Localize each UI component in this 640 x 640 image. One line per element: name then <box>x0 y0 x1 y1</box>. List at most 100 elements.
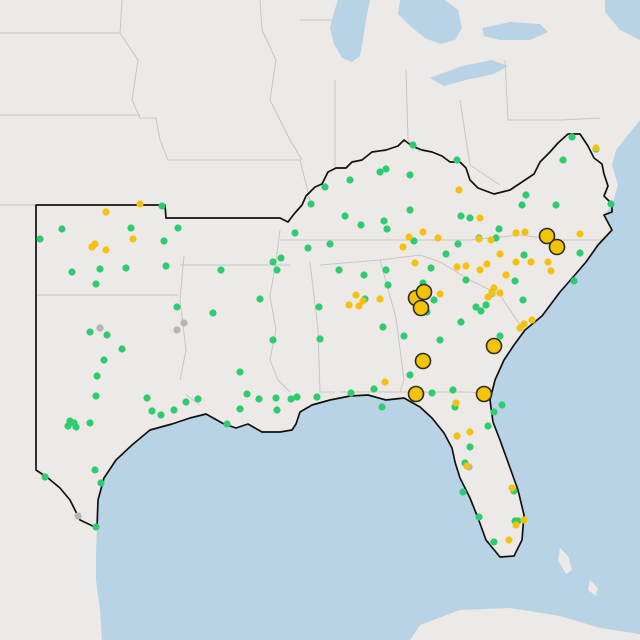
green-site-marker[interactable] <box>409 141 417 149</box>
green-site-marker[interactable] <box>335 266 343 274</box>
yellow-site-marker[interactable] <box>352 291 360 299</box>
yellow-site-marker[interactable] <box>463 462 471 470</box>
green-site-marker[interactable] <box>472 303 480 311</box>
yellow-site-marker[interactable] <box>521 228 529 236</box>
green-site-marker[interactable] <box>360 271 368 279</box>
green-site-marker[interactable] <box>273 406 281 414</box>
green-site-marker[interactable] <box>454 240 462 248</box>
green-site-marker[interactable] <box>552 201 560 209</box>
gray-site-marker[interactable] <box>173 326 181 334</box>
green-site-marker[interactable] <box>406 206 414 214</box>
green-site-marker[interactable] <box>449 386 457 394</box>
green-site-marker[interactable] <box>466 443 474 451</box>
yellow-site-marker[interactable] <box>576 230 584 238</box>
green-site-marker[interactable] <box>72 423 80 431</box>
green-site-marker[interactable] <box>272 394 280 402</box>
yellow-site-marker[interactable] <box>475 235 483 243</box>
green-site-marker[interactable] <box>462 276 470 284</box>
green-site-marker[interactable] <box>519 296 527 304</box>
green-site-marker[interactable] <box>255 395 263 403</box>
green-site-marker[interactable] <box>194 395 202 403</box>
green-site-marker[interactable] <box>158 202 166 210</box>
yellow-site-marker[interactable] <box>476 214 484 222</box>
green-site-marker[interactable] <box>428 389 436 397</box>
large-yellow-site-marker[interactable] <box>538 227 556 245</box>
green-site-marker[interactable] <box>91 466 99 474</box>
green-site-marker[interactable] <box>378 403 386 411</box>
green-site-marker[interactable] <box>256 295 264 303</box>
yellow-site-marker[interactable] <box>508 484 516 492</box>
yellow-site-marker[interactable] <box>528 316 536 324</box>
green-site-marker[interactable] <box>347 389 355 397</box>
yellow-site-marker[interactable] <box>484 293 492 301</box>
yellow-site-marker[interactable] <box>405 233 413 241</box>
green-site-marker[interactable] <box>410 237 418 245</box>
yellow-site-marker[interactable] <box>496 250 504 258</box>
yellow-site-marker[interactable] <box>436 290 444 298</box>
green-site-marker[interactable] <box>382 165 390 173</box>
yellow-site-marker[interactable] <box>512 521 520 529</box>
yellow-site-marker[interactable] <box>453 432 461 440</box>
green-site-marker[interactable] <box>518 201 526 209</box>
yellow-site-marker[interactable] <box>434 234 442 242</box>
green-site-marker[interactable] <box>430 296 438 304</box>
yellow-site-marker[interactable] <box>399 243 407 251</box>
yellow-site-marker[interactable] <box>544 258 552 266</box>
green-site-marker[interactable] <box>495 225 503 233</box>
green-site-marker[interactable] <box>68 268 76 276</box>
green-site-marker[interactable] <box>304 244 312 252</box>
green-site-marker[interactable] <box>382 266 390 274</box>
green-site-marker[interactable] <box>313 393 321 401</box>
gray-site-marker[interactable] <box>180 319 188 327</box>
green-site-marker[interactable] <box>316 335 324 343</box>
gray-site-marker[interactable] <box>74 512 82 520</box>
green-site-marker[interactable] <box>127 224 135 232</box>
yellow-site-marker[interactable] <box>520 516 528 524</box>
green-site-marker[interactable] <box>326 240 334 248</box>
yellow-site-marker[interactable] <box>487 236 495 244</box>
yellow-site-marker[interactable] <box>512 258 520 266</box>
green-site-marker[interactable] <box>576 249 584 257</box>
green-site-marker[interactable] <box>93 372 101 380</box>
green-site-marker[interactable] <box>41 473 49 481</box>
green-site-marker[interactable] <box>380 217 388 225</box>
green-site-marker[interactable] <box>384 281 392 289</box>
yellow-site-marker[interactable] <box>455 186 463 194</box>
green-site-marker[interactable] <box>477 307 485 315</box>
green-site-marker[interactable] <box>122 264 130 272</box>
green-site-marker[interactable] <box>490 408 498 416</box>
green-site-marker[interactable] <box>209 309 217 317</box>
green-site-marker[interactable] <box>496 332 504 340</box>
green-site-marker[interactable] <box>383 225 391 233</box>
yellow-site-marker[interactable] <box>91 240 99 248</box>
yellow-site-marker[interactable] <box>505 536 513 544</box>
green-site-marker[interactable] <box>223 420 231 428</box>
green-site-marker[interactable] <box>442 250 450 258</box>
green-site-marker[interactable] <box>92 523 100 531</box>
green-site-marker[interactable] <box>291 229 299 237</box>
green-site-marker[interactable] <box>92 280 100 288</box>
green-site-marker[interactable] <box>559 156 567 164</box>
green-site-marker[interactable] <box>148 407 156 415</box>
green-site-marker[interactable] <box>96 265 104 273</box>
green-site-marker[interactable] <box>376 168 384 176</box>
green-site-marker[interactable] <box>341 212 349 220</box>
green-site-marker[interactable] <box>379 323 387 331</box>
yellow-site-marker[interactable] <box>359 297 367 305</box>
yellow-site-marker[interactable] <box>496 289 504 297</box>
green-site-marker[interactable] <box>86 419 94 427</box>
green-site-marker[interactable] <box>236 368 244 376</box>
yellow-site-marker[interactable] <box>547 267 555 275</box>
green-site-marker[interactable] <box>466 214 474 222</box>
gray-site-marker[interactable] <box>96 324 104 332</box>
green-site-marker[interactable] <box>86 328 94 336</box>
green-site-marker[interactable] <box>174 224 182 232</box>
green-site-marker[interactable] <box>459 488 467 496</box>
green-site-marker[interactable] <box>293 393 301 401</box>
green-site-marker[interactable] <box>173 303 181 311</box>
yellow-site-marker[interactable] <box>355 302 363 310</box>
green-site-marker[interactable] <box>143 394 151 402</box>
green-site-marker[interactable] <box>243 390 251 398</box>
green-site-marker[interactable] <box>357 221 365 229</box>
